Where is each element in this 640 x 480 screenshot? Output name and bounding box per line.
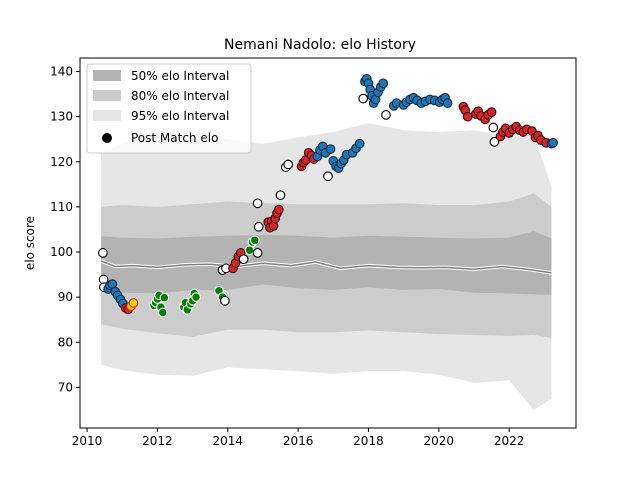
data-point <box>442 98 453 108</box>
y-tick-label: 110 <box>50 200 73 214</box>
data-point <box>191 292 201 302</box>
data-point <box>283 159 294 170</box>
data-point <box>249 235 260 246</box>
y-tick-label: 70 <box>58 380 73 394</box>
x-axis-ticks: 2010 2012 2014 2016 2018 2020 2022 <box>72 428 525 448</box>
y-tick-label: 120 <box>50 155 73 169</box>
legend: 50% elo Interval 80% elo Interval 95% el… <box>86 63 252 154</box>
data-point <box>98 248 108 258</box>
data-point <box>486 107 497 117</box>
y-tick-label: 100 <box>50 245 73 259</box>
x-tick-label: 2014 <box>212 434 243 448</box>
legend-label-points: Post Match elo <box>131 131 218 145</box>
median-line-path <box>100 260 552 274</box>
data-point <box>238 254 249 265</box>
legend-swatch-80 <box>93 90 121 101</box>
y-tick-label: 130 <box>50 110 73 124</box>
data-point <box>128 298 139 308</box>
data-point <box>378 78 389 89</box>
y-tick-label: 140 <box>50 65 73 79</box>
data-point <box>157 307 168 318</box>
data-point <box>381 110 391 120</box>
data-point <box>548 137 558 148</box>
median-line <box>100 259 552 275</box>
data-point <box>323 171 333 182</box>
data-point <box>273 204 284 215</box>
y-axis-label: elo score <box>23 216 37 270</box>
data-point <box>275 190 286 201</box>
data-point <box>244 245 255 256</box>
chart-title: Nemani Nadolo: elo History <box>224 37 416 53</box>
legend-swatch-50 <box>93 70 121 81</box>
y-axis-ticks: 70 80 90 100 110 120 130 140 <box>50 65 80 394</box>
post-match-points <box>98 73 558 318</box>
legend-marker-points <box>102 133 112 143</box>
x-tick-label: 2010 <box>72 434 103 448</box>
y-tick-label: 90 <box>58 290 73 304</box>
data-point <box>354 138 365 149</box>
y-tick-label: 80 <box>58 335 73 349</box>
data-point <box>220 295 230 306</box>
legend-label-80: 80% elo Interval <box>131 89 229 103</box>
legend-label-50: 50% elo Interval <box>131 69 229 83</box>
plot-frame <box>79 57 577 429</box>
data-point <box>252 248 263 258</box>
legend-label-95: 95% elo Interval <box>131 109 229 123</box>
x-tick-label: 2022 <box>494 434 525 448</box>
data-point <box>252 198 263 209</box>
data-point <box>159 292 170 303</box>
data-point <box>253 221 264 232</box>
x-tick-label: 2020 <box>424 434 455 448</box>
data-point <box>358 93 369 104</box>
legend-box <box>86 63 252 154</box>
x-tick-label: 2012 <box>142 434 173 448</box>
data-point <box>488 122 499 133</box>
x-tick-label: 2018 <box>353 434 384 448</box>
data-point <box>325 144 336 154</box>
legend-swatch-95 <box>93 110 121 121</box>
data-point <box>462 111 473 122</box>
data-point <box>489 137 500 147</box>
x-tick-label: 2016 <box>283 434 314 448</box>
